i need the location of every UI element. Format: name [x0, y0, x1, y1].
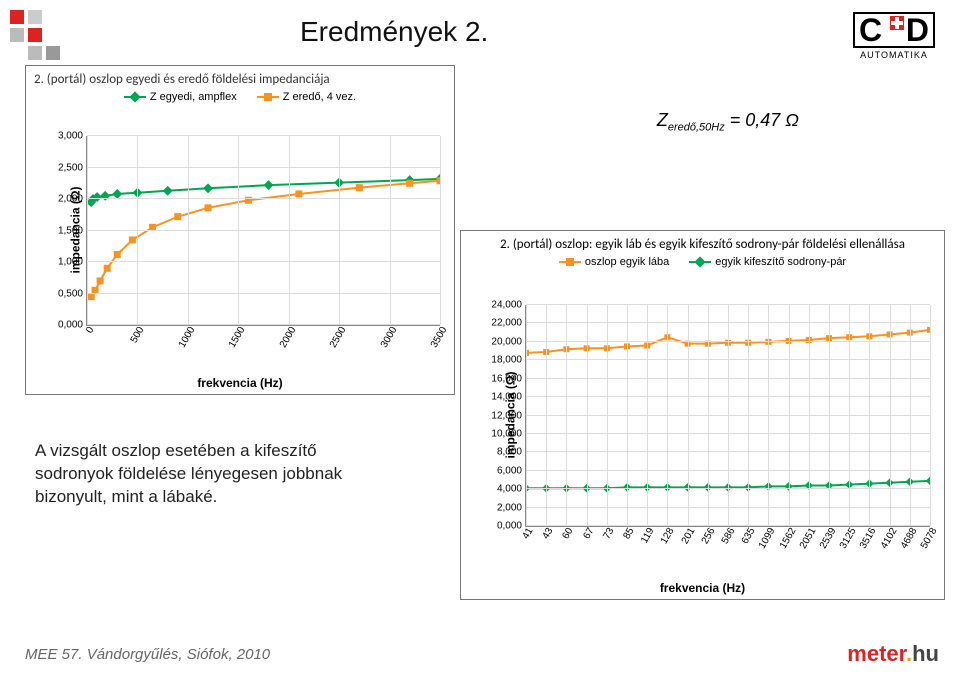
page-title: Eredmények 2.	[300, 16, 488, 48]
xtick-label: 1000	[177, 325, 198, 350]
ytick-label: 6,000	[497, 465, 522, 476]
xtick-label: 119	[639, 526, 657, 545]
ytick-label: 0,000	[497, 521, 522, 532]
xtick-label: 201	[679, 526, 697, 546]
xtick-label: 2539	[818, 526, 839, 551]
ytick-label: 2,000	[497, 502, 522, 513]
legend-item: oszlop egyik lába	[559, 256, 669, 268]
legend-label: Z eredő, 4 vez.	[283, 91, 356, 103]
ytick-label: 0,500	[58, 288, 83, 299]
xtick-label: 1500	[227, 325, 248, 350]
z-sub: eredő,50Hz	[668, 122, 725, 134]
ytick-label: 8,000	[497, 447, 522, 458]
xtick-label: 5078	[919, 526, 940, 551]
legend-item: Z egyedi, ampflex	[124, 91, 237, 103]
footer-text: MEE 57. Vándorgyűlés, Siófok, 2010	[25, 646, 270, 663]
ytick-label: 2,000	[58, 194, 83, 205]
xtick-label: 43	[541, 526, 556, 541]
deco-square	[46, 46, 60, 60]
xtick-label: 1099	[757, 526, 778, 551]
xtick-label: 0	[84, 325, 96, 335]
xtick-label: 67	[581, 526, 596, 541]
xtick-label: 60	[561, 526, 576, 541]
xtick-label: 3516	[858, 526, 879, 551]
chart1-plot-area: 0,0000,5001,0001,5002,0002,5003,00005001…	[86, 136, 440, 326]
meter-hu-logo: meter.hu	[847, 641, 939, 667]
legend-swatch-icon	[689, 261, 711, 263]
legend-item: egyik kifeszítő sodrony-pár	[689, 256, 846, 268]
ytick-label: 14,000	[491, 392, 522, 403]
xtick-label: 41	[520, 526, 535, 541]
chart1-svg	[87, 136, 440, 325]
ytick-label: 24,000	[491, 300, 522, 311]
logo-letter-d: D	[906, 12, 929, 49]
xtick-label: 3125	[838, 526, 859, 551]
z-prefix: Z	[657, 110, 668, 130]
meter-logo-t1: meter	[847, 641, 906, 666]
chart2-plot-area: 0,0002,0004,0006,0008,00010,00012,00014,…	[525, 305, 930, 527]
xtick-label: 1562	[777, 526, 798, 551]
ytick-label: 18,000	[491, 355, 522, 366]
chart-2: 2. (portál) oszlop: egyik láb és egyik k…	[460, 230, 945, 600]
chart1-xlabel: frekvencia (Hz)	[197, 376, 282, 390]
xtick-label: 3500	[429, 325, 450, 350]
ytick-label: 0,000	[58, 320, 83, 331]
xtick-label: 500	[129, 325, 147, 345]
ytick-label: 20,000	[491, 336, 522, 347]
logo-subtext: AUTOMATIKA	[849, 50, 939, 60]
xtick-label: 2051	[798, 526, 819, 551]
xtick-label: 635	[740, 526, 758, 546]
logo-letter-c: C	[859, 12, 882, 49]
deco-square	[28, 28, 42, 42]
ytick-label: 16,000	[491, 373, 522, 384]
body-paragraph: A vizsgált oszlop esetében a kifeszítő s…	[35, 440, 395, 509]
xtick-label: 2500	[328, 325, 349, 350]
legend-label: egyik kifeszítő sodrony-pár	[715, 256, 846, 268]
chart2-legend: oszlop egyik lába egyik kifeszítő sodrony…	[461, 252, 944, 272]
ytick-label: 1,500	[58, 225, 83, 236]
legend-swatch-icon	[257, 96, 279, 98]
xtick-label: 128	[659, 526, 677, 546]
deco-square	[28, 10, 42, 24]
xtick-label: 4102	[878, 526, 899, 551]
xtick-label: 256	[699, 526, 717, 546]
chart2-title: 2. (portál) oszlop: egyik láb és egyik k…	[461, 231, 944, 252]
chart-1: 2. (portál) oszlop egyedi és eredő földe…	[25, 65, 455, 395]
ytick-label: 2,500	[58, 162, 83, 173]
deco-square	[10, 10, 24, 24]
xtick-label: 4688	[899, 526, 920, 551]
deco-square	[28, 46, 42, 60]
legend-item: Z eredő, 4 vez.	[257, 91, 356, 103]
chart1-title: 2. (portál) oszlop egyedi és eredő földe…	[26, 66, 454, 87]
xtick-label: 2000	[278, 325, 299, 350]
legend-label: oszlop egyik lába	[585, 256, 669, 268]
ytick-label: 10,000	[491, 428, 522, 439]
meter-logo-t2: hu	[912, 641, 939, 666]
xtick-label: 3000	[378, 325, 399, 350]
ytick-label: 1,000	[58, 257, 83, 268]
ytick-label: 3,000	[58, 131, 83, 142]
xtick-label: 85	[621, 526, 636, 541]
chart2-xlabel: frekvencia (Hz)	[660, 581, 745, 595]
z-value-label: Zeredő,50Hz = 0,47 Ω	[657, 110, 799, 134]
ytick-label: 22,000	[491, 318, 522, 329]
xtick-label: 586	[720, 526, 738, 546]
legend-swatch-icon	[559, 261, 581, 263]
ytick-label: 4,000	[497, 484, 522, 495]
ytick-label: 12,000	[491, 410, 522, 421]
legend-swatch-icon	[124, 96, 146, 98]
cd-automatika-logo: C D AUTOMATIKA	[849, 12, 939, 60]
chart1-legend: Z egyedi, ampflex Z eredő, 4 vez.	[26, 87, 454, 107]
xtick-label: 73	[601, 526, 616, 541]
deco-square	[10, 28, 24, 42]
plus-icon	[890, 16, 904, 30]
z-value: = 0,47 Ω	[730, 110, 799, 130]
legend-label: Z egyedi, ampflex	[150, 91, 237, 103]
